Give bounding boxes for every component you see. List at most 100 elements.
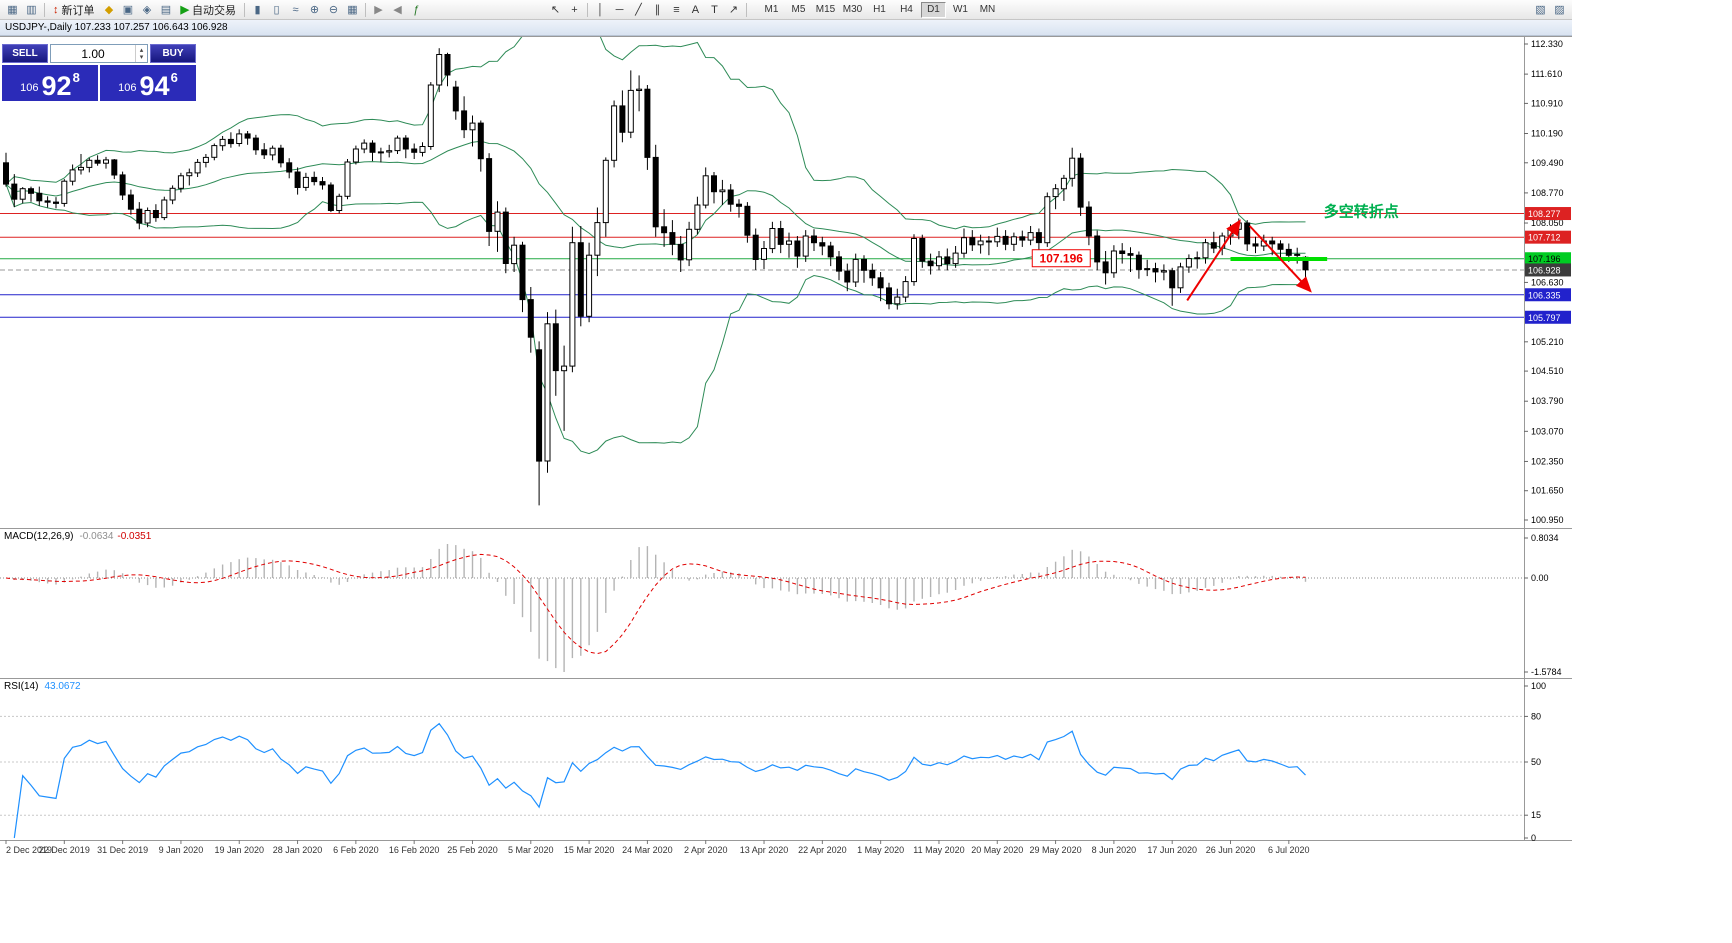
navigator-icon[interactable]: ◈	[142, 4, 152, 16]
timeframe-button-h4[interactable]: H4	[900, 4, 913, 15]
candlestick-chart-icon[interactable]: ▯	[273, 4, 280, 16]
timeframe-button-h1[interactable]: H1	[873, 4, 886, 15]
terminal-icon[interactable]: ▤	[160, 4, 172, 16]
date-label: 1 May 2020	[857, 845, 904, 855]
candle	[794, 240, 801, 257]
bollinger-lower-band	[5, 183, 1306, 455]
candle	[569, 242, 576, 367]
candle	[1194, 257, 1201, 260]
spinner-up-icon[interactable]: ▴	[139, 46, 144, 54]
text-label-icon[interactable]: T	[711, 3, 718, 16]
candle	[727, 189, 734, 205]
candle	[1177, 266, 1184, 289]
timeframe-button-d1[interactable]: D1	[920, 1, 946, 18]
annotation-price-label-box[interactable]	[1031, 249, 1091, 268]
timeframe-button-m5[interactable]: M5	[791, 4, 806, 15]
buy-price-display[interactable]: 106 94 6	[100, 65, 196, 101]
date-label: 9 Jan 2020	[159, 845, 204, 855]
candle	[186, 172, 193, 177]
zoom-out-icon[interactable]: ⊖	[328, 4, 339, 16]
timeframe-button-m30[interactable]: M30	[842, 4, 863, 15]
sell-price-pips: 92	[41, 70, 72, 101]
timeframe-button-m15[interactable]: M15	[815, 4, 836, 15]
fibonacci-icon[interactable]: ≡	[673, 3, 680, 16]
text-icon[interactable]: A	[691, 3, 700, 16]
annotation-arrow[interactable]	[1186, 219, 1241, 301]
timeframe-button-w1[interactable]: W1	[952, 4, 968, 15]
date-label: 17 Jun 2020	[1147, 845, 1197, 855]
candle	[961, 237, 967, 254]
equidistant-channel-icon[interactable]: ∥	[654, 4, 661, 16]
toolbar-separator	[243, 2, 245, 17]
chart-float-icon[interactable]: ▨	[1554, 4, 1565, 16]
toolbar-separator	[364, 2, 366, 17]
indicators-icon[interactable]: ƒ	[413, 3, 420, 16]
candle	[319, 181, 326, 186]
volume-input[interactable]	[51, 45, 135, 62]
candle	[94, 159, 101, 164]
candle	[902, 281, 909, 298]
spinner-down-icon[interactable]: ▾	[139, 53, 144, 61]
candle	[402, 137, 409, 150]
date-label: 6 Jul 2020	[1268, 845, 1310, 855]
candle	[952, 252, 959, 265]
macd-name: MACD(12,26,9)	[4, 531, 74, 542]
line-chart-icon[interactable]: ≈	[292, 3, 299, 16]
sell-price-display[interactable]: 106 92 8	[2, 65, 98, 101]
date-label: 11 May 2020	[913, 845, 964, 855]
chart-profiles-icon[interactable]: ▥	[26, 4, 37, 16]
annotation-arrow[interactable]	[1248, 225, 1312, 293]
bar-chart-icon[interactable]: ▮	[254, 4, 261, 16]
tile-windows-icon[interactable]: ▦	[347, 4, 358, 16]
autotrading-button[interactable]: ▶ 自动交易	[180, 4, 236, 17]
data-window-icon[interactable]: ▣	[122, 4, 134, 16]
chart-shift-icon[interactable]: ◀	[393, 4, 402, 16]
candle	[136, 208, 143, 224]
macd-axis-label: -1.5784	[1531, 667, 1562, 677]
date-label: 2 Apr 2020	[684, 845, 728, 855]
candle	[586, 254, 593, 317]
arrows-tool-icon[interactable]: ↗	[728, 4, 739, 16]
sell-button[interactable]: SELL	[2, 44, 48, 63]
candle	[844, 270, 851, 283]
new-chart-icon[interactable]: ▦	[7, 4, 18, 16]
vertical-line-icon[interactable]: │	[597, 3, 604, 16]
annotation-note-text[interactable]: 多空转折点	[1324, 203, 1399, 221]
candle	[336, 195, 343, 212]
candle	[669, 232, 676, 245]
rsi-axis-label: 80	[1531, 711, 1541, 721]
trendline-icon[interactable]: ╱	[635, 4, 642, 16]
volume-spinner[interactable]: ▴ ▾	[135, 45, 147, 62]
cursor-icon[interactable]: ↖	[550, 4, 561, 16]
timeframe-button-m1[interactable]: M1	[764, 4, 779, 15]
price-badge	[1525, 288, 1571, 302]
rsi-label: RSI(14) 43.0672	[4, 681, 81, 692]
new-order-button[interactable]: ↕ 新订单	[53, 3, 95, 17]
toolbar: ▦ ▥ ↕ 新订单 ◆ ▣ ◈ ▤ ▶ 自动交易 ▮ ▯ ≈ ⊕ ⊖ ▦ ▶ ◀ ƒ ↖ + │ ─ ╱ ∥ ≡ A T ↗ M1 M5 M…	[0, 0, 1572, 20]
auto-scroll-icon[interactable]: ▶	[374, 4, 383, 16]
candle	[661, 226, 668, 234]
price-tick-label: 112.330	[1531, 39, 1563, 49]
timeframe-button-mn[interactable]: MN	[979, 4, 996, 15]
price-tick-label: 110.190	[1531, 129, 1563, 139]
date-label: 16 Feb 2020	[389, 845, 440, 855]
candle	[1035, 232, 1042, 244]
chart-dock-icon[interactable]: ▧	[1535, 4, 1546, 16]
price-tick-label: 103.790	[1531, 396, 1564, 406]
date-label: 29 May 2020	[1030, 845, 1082, 855]
candle	[1044, 196, 1051, 244]
buy-button[interactable]: BUY	[150, 44, 196, 63]
zoom-in-icon[interactable]: ⊕	[309, 4, 320, 16]
crosshair-icon[interactable]: +	[571, 3, 578, 16]
candle	[811, 235, 817, 244]
horizontal-line-icon[interactable]: ─	[615, 3, 624, 16]
price-tick-label: 102.350	[1531, 456, 1564, 466]
candle	[636, 88, 643, 91]
candle	[819, 242, 826, 247]
market-watch-icon[interactable]: ◆	[104, 4, 114, 16]
macd-signal-value: -0.0351	[117, 531, 152, 542]
candle	[894, 296, 901, 305]
candle	[369, 142, 376, 153]
candle	[611, 105, 618, 161]
